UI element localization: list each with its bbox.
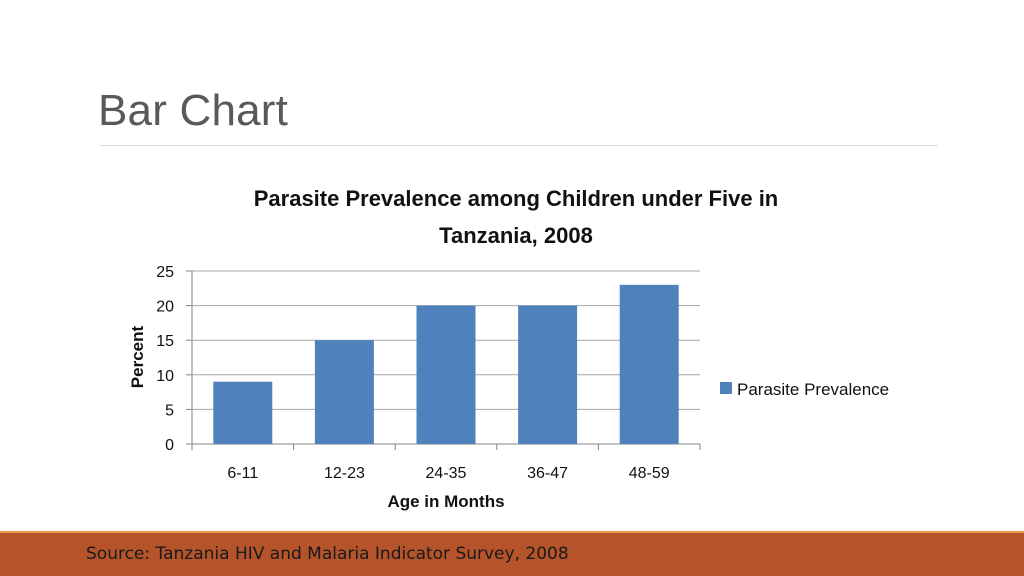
x-tick-label: 6-11 bbox=[227, 465, 258, 482]
x-axis-label: Age in Months bbox=[387, 492, 504, 511]
y-tick-label: 25 bbox=[156, 264, 174, 281]
title-divider bbox=[100, 145, 938, 146]
chart-title-line: Parasite Prevalence among Children under… bbox=[254, 186, 779, 211]
footer-accent-stripe bbox=[0, 531, 1024, 534]
y-tick-label: 5 bbox=[165, 402, 174, 419]
bar-48-59 bbox=[619, 284, 679, 444]
footer-source: Source: Tanzania HIV and Malaria Indicat… bbox=[86, 544, 569, 564]
legend-label: Parasite Prevalence bbox=[737, 380, 889, 399]
chart: Parasite Prevalence among Children under… bbox=[128, 186, 889, 511]
bar-6-11 bbox=[213, 381, 273, 444]
slide-title: Bar Chart bbox=[98, 86, 289, 135]
x-tick-label: 12-23 bbox=[324, 465, 365, 482]
x-tick-label: 24-35 bbox=[426, 465, 467, 482]
bar-36-47 bbox=[518, 305, 578, 444]
footer-bar bbox=[0, 533, 1024, 576]
x-tick-label: 48-59 bbox=[629, 465, 670, 482]
y-tick-label: 20 bbox=[156, 299, 174, 316]
chart-title-line: Tanzania, 2008 bbox=[439, 223, 593, 248]
y-tick-label: 0 bbox=[165, 437, 174, 454]
x-tick-label: 36-47 bbox=[527, 465, 568, 482]
bar-24-35 bbox=[416, 305, 476, 444]
y-axis-label: Percent bbox=[128, 325, 147, 388]
legend-swatch bbox=[720, 382, 732, 394]
bar-12-23 bbox=[314, 340, 374, 444]
y-tick-label: 10 bbox=[156, 368, 174, 385]
y-tick-label: 15 bbox=[156, 333, 174, 350]
